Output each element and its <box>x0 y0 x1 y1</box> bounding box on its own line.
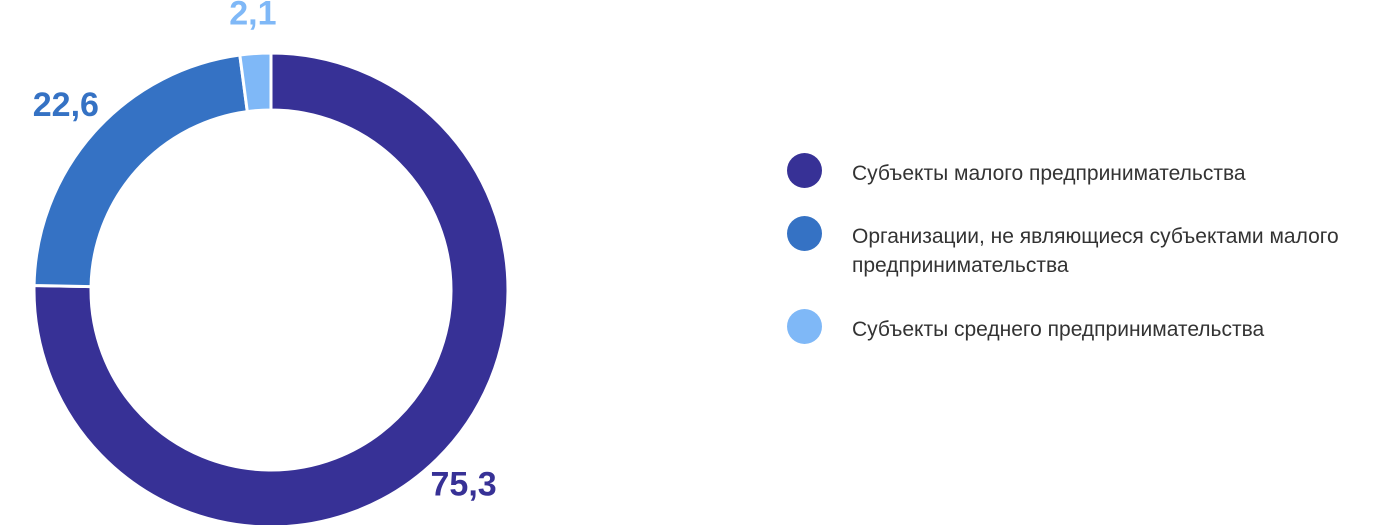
legend-item: Субъекты среднего предпринимательства <box>787 309 1352 344</box>
donut-slice <box>238 51 273 114</box>
donut-slice <box>32 51 510 525</box>
value-label: 75,3 <box>431 465 497 503</box>
value-label: 22,6 <box>33 86 99 124</box>
legend-swatch <box>787 216 822 251</box>
legend-item: Организации, не являющиеся субъектами ма… <box>787 216 1352 280</box>
legend-label: Субъекты среднего предпринимательства <box>852 318 1265 341</box>
legend-label: Субъекты малого предпринимательства <box>852 162 1246 185</box>
legend: Субъекты малого предпринимательства Орган… <box>787 0 1379 525</box>
legend-item: Субъекты малого предпринимательства <box>787 153 1352 188</box>
legend-swatch <box>787 153 822 188</box>
legend-swatch <box>787 309 822 344</box>
value-label: 2,1 <box>229 0 276 33</box>
legend-label: Организации, не являющиеся субъектами ма… <box>852 225 1339 277</box>
